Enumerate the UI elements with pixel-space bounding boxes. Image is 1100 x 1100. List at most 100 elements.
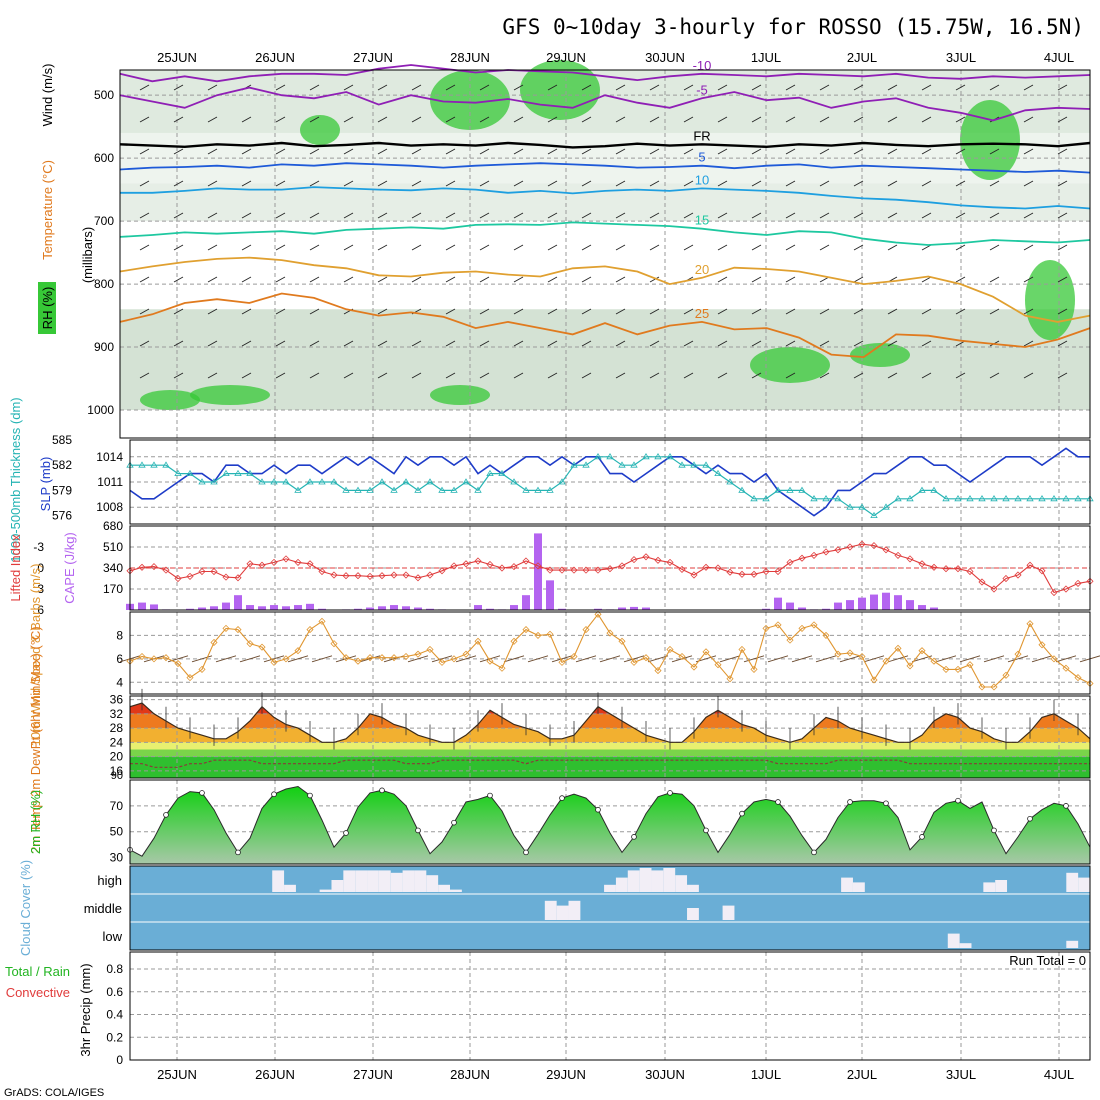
lifted-marker bbox=[546, 566, 554, 574]
wind-barb bbox=[275, 244, 286, 251]
rh-marker bbox=[991, 827, 997, 834]
wind-barb bbox=[445, 148, 456, 155]
wind-barb bbox=[139, 148, 150, 155]
temp-tick-label: 36 bbox=[110, 693, 124, 707]
cloud-bar bbox=[414, 870, 427, 892]
wind-barb bbox=[309, 116, 320, 123]
wind-marker bbox=[258, 643, 266, 651]
cloud-bar bbox=[675, 875, 688, 892]
wind-barb bbox=[1057, 308, 1068, 315]
wind-barb bbox=[513, 308, 524, 315]
cape-bar bbox=[198, 607, 206, 610]
wind-barb bbox=[649, 340, 660, 347]
wind-barb bbox=[445, 276, 456, 283]
wind-barb bbox=[959, 655, 981, 663]
wind-barb bbox=[791, 655, 813, 663]
temp-line bbox=[129, 702, 1091, 743]
cloud-bar bbox=[959, 943, 972, 948]
wind-barb bbox=[887, 180, 898, 187]
rh-moist-blob bbox=[190, 385, 270, 405]
wind-barb bbox=[935, 655, 957, 663]
thickness-marker bbox=[474, 486, 482, 493]
wind-barb bbox=[853, 276, 864, 283]
lifted-marker bbox=[174, 574, 182, 583]
lifted-marker bbox=[510, 563, 518, 571]
wind-barb bbox=[785, 148, 796, 155]
thickness-marker bbox=[294, 486, 302, 493]
thickness-marker bbox=[378, 478, 386, 485]
wind-barb bbox=[717, 212, 728, 219]
wind-barb bbox=[983, 655, 1005, 663]
wind-marker bbox=[438, 658, 446, 666]
thickness-marker bbox=[666, 453, 674, 460]
cape-tick-label: 340 bbox=[103, 561, 123, 575]
wind-barb bbox=[377, 308, 388, 315]
wind-marker bbox=[294, 647, 302, 655]
wind-barb bbox=[479, 116, 490, 123]
wind-marker bbox=[378, 654, 386, 662]
thickness-marker bbox=[894, 495, 902, 502]
thickness-marker bbox=[234, 469, 242, 476]
wind-barb bbox=[955, 276, 966, 283]
wind-barb bbox=[513, 148, 524, 155]
lifted-marker bbox=[342, 572, 350, 580]
wind-marker bbox=[966, 661, 974, 669]
wind-barb bbox=[309, 372, 320, 379]
dewpoint-line bbox=[130, 759, 1090, 768]
temp-tick-label: 16 bbox=[110, 764, 124, 778]
wind-marker bbox=[234, 626, 242, 634]
panel-frame bbox=[129, 525, 1091, 611]
wind-barb bbox=[241, 148, 252, 155]
wind-barb bbox=[719, 655, 741, 663]
wind-barb bbox=[173, 308, 184, 315]
wind-barb bbox=[513, 276, 524, 283]
lifted-marker bbox=[1074, 579, 1082, 587]
wind-barb bbox=[751, 244, 762, 251]
cape-bar bbox=[138, 602, 146, 610]
wind-barb bbox=[275, 308, 286, 315]
wind-barb bbox=[309, 212, 320, 219]
wind-barb bbox=[683, 180, 694, 187]
rh-marker bbox=[1063, 803, 1069, 809]
wind-barb bbox=[581, 212, 592, 219]
cape-bar bbox=[306, 603, 314, 610]
wind-barb bbox=[751, 340, 762, 347]
thickness-marker bbox=[1002, 495, 1010, 502]
wind-marker bbox=[498, 664, 506, 672]
lifted-marker bbox=[390, 571, 398, 579]
wind-barb bbox=[173, 340, 184, 347]
wind-marker bbox=[1050, 655, 1058, 663]
wind-barb bbox=[309, 180, 320, 187]
wind-marker bbox=[738, 645, 746, 654]
temperature-contour bbox=[119, 292, 1091, 359]
lifted-marker bbox=[654, 556, 662, 564]
wind-barb bbox=[785, 340, 796, 347]
lifted-marker bbox=[1050, 588, 1058, 597]
wind-barb bbox=[207, 116, 218, 123]
lifted-marker bbox=[354, 572, 362, 580]
rh-axis-label: RH (%) bbox=[40, 287, 55, 330]
rh-marker bbox=[271, 791, 277, 798]
wind-marker bbox=[570, 652, 578, 661]
wind-marker bbox=[906, 662, 914, 670]
thickness-marker bbox=[498, 469, 506, 476]
slp-tick-label: 1014 bbox=[96, 450, 123, 464]
wind-barb bbox=[819, 212, 830, 219]
cloud-bar bbox=[651, 870, 664, 892]
temperature-contour bbox=[119, 162, 1091, 174]
wind-marker bbox=[870, 676, 878, 684]
wind-barb bbox=[411, 116, 422, 123]
wind-barb bbox=[921, 372, 932, 379]
wind-marker bbox=[882, 657, 890, 665]
lifted-marker bbox=[486, 560, 494, 569]
wind-barb bbox=[207, 148, 218, 155]
thickness-axis-label: 1000-500mb Thickness (dm) bbox=[8, 397, 23, 562]
contour-label: 20 bbox=[695, 262, 709, 277]
wind-barb bbox=[139, 340, 150, 347]
wind-barb bbox=[309, 244, 320, 251]
date-label-top: 26JUN bbox=[255, 50, 295, 65]
wind-barb bbox=[241, 116, 252, 123]
wind-barb bbox=[819, 148, 830, 155]
thickness-marker bbox=[366, 486, 374, 493]
pressure-tick-label: 600 bbox=[94, 151, 114, 165]
